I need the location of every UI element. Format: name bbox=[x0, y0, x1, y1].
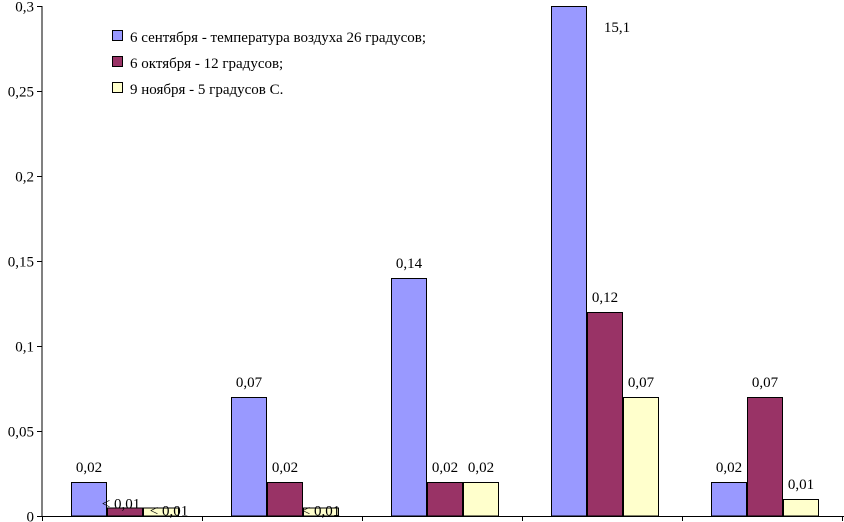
bar bbox=[711, 482, 747, 517]
data-label: 0,07 bbox=[236, 375, 263, 391]
bar bbox=[71, 482, 107, 517]
data-label: < 0,01 bbox=[302, 504, 340, 520]
bar bbox=[463, 482, 499, 517]
data-label: < 0,01 bbox=[102, 497, 140, 513]
legend-label: 6 сентября - температура воздуха 26 град… bbox=[130, 30, 426, 46]
legend-label: 9 ноября - 5 градусов С. bbox=[130, 82, 283, 98]
data-label: 0,02 bbox=[272, 460, 298, 476]
bars bbox=[71, 6, 819, 517]
bar bbox=[587, 312, 623, 517]
data-label: 0,02 bbox=[468, 460, 494, 476]
y-tick-label: 0,3 bbox=[15, 0, 34, 16]
legend-swatch bbox=[112, 30, 123, 41]
legend-swatch bbox=[112, 56, 123, 67]
data-label: 0,01 bbox=[788, 477, 814, 493]
bar bbox=[143, 507, 179, 517]
y-tick-label: 0 bbox=[27, 510, 35, 522]
y-axis: 0 0,05 0,1 0,15 0,2 0,25 0,3 bbox=[8, 0, 43, 522]
y-tick-label: 0,25 bbox=[8, 85, 34, 101]
bar bbox=[427, 482, 463, 517]
bar bbox=[107, 507, 143, 517]
data-label: 0,12 bbox=[592, 290, 618, 306]
y-tick-label: 0,15 bbox=[8, 255, 34, 271]
bar bbox=[783, 499, 819, 517]
legend: 6 сентября - температура воздуха 26 град… bbox=[112, 30, 426, 98]
bar bbox=[551, 6, 587, 517]
data-labels: 0,02 < 0,01 < 0,01 0,07 0,02 < 0,01 0,14 0,02 0,… bbox=[76, 20, 814, 520]
bar bbox=[267, 482, 303, 517]
y-tick-label: 0,05 bbox=[8, 425, 34, 441]
y-tick-label: 0,1 bbox=[15, 340, 34, 356]
bar bbox=[747, 397, 783, 517]
data-label: 0,07 bbox=[752, 375, 779, 391]
bar bbox=[303, 507, 339, 517]
legend-label: 6 октября - 12 градусов; bbox=[130, 56, 283, 72]
data-label: 0,02 bbox=[432, 460, 458, 476]
data-label: 0,02 bbox=[76, 460, 102, 476]
legend-swatch bbox=[112, 82, 123, 93]
data-label: < 0,01 bbox=[150, 504, 188, 520]
data-label: 15,1 bbox=[604, 20, 630, 36]
bar bbox=[231, 397, 267, 517]
data-label: 0,02 bbox=[716, 460, 742, 476]
bar bbox=[623, 397, 659, 517]
y-tick-label: 0,2 bbox=[15, 170, 34, 186]
bar bbox=[391, 278, 427, 517]
data-label: 0,14 bbox=[396, 256, 423, 272]
data-label: 0,07 bbox=[628, 375, 655, 391]
